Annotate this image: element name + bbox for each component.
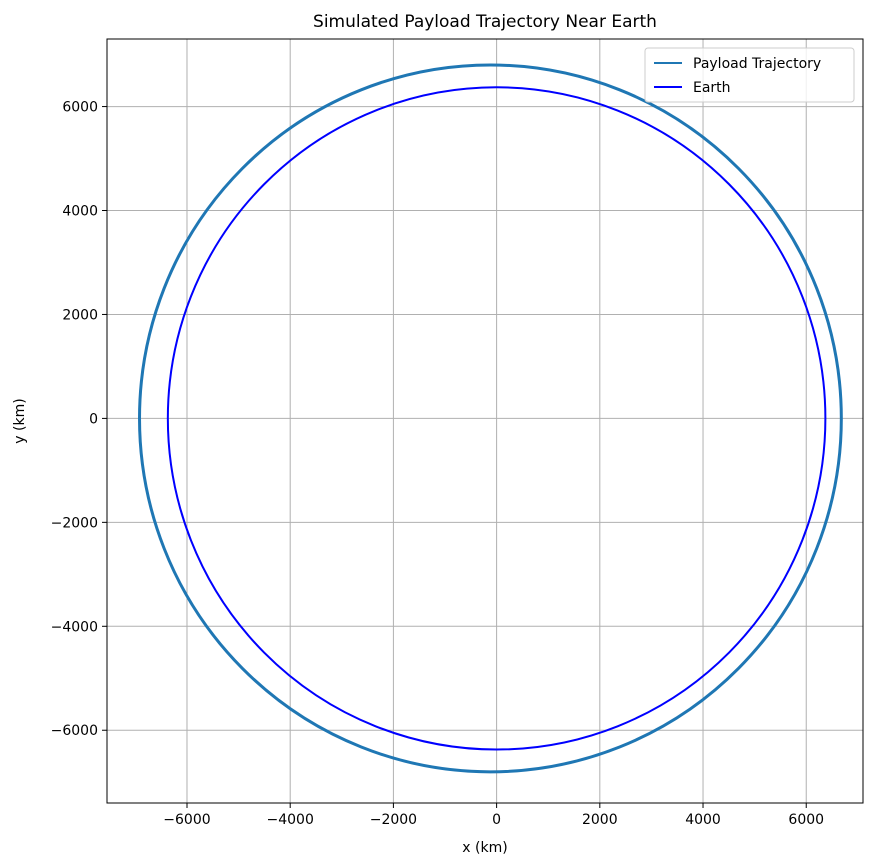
series-earth (166, 86, 827, 751)
y-tick-label: 6000 (62, 100, 98, 116)
legend-box (644, 47, 855, 103)
chart-title: Simulated Payload Trajectory Near Earth (313, 12, 657, 32)
x-tick-label: −6000 (163, 812, 210, 828)
x-tick-label: 4000 (685, 812, 721, 828)
legend-label-payload-trajectory: Payload Trajectory (693, 56, 821, 72)
plot-series (138, 63, 843, 774)
y-tick-label: −6000 (51, 723, 98, 739)
plot-frame (106, 38, 864, 804)
y-tick-label: −2000 (51, 515, 98, 531)
legend: Payload Trajectory Earth (644, 47, 855, 103)
series-payload-trajectory (138, 63, 843, 774)
axis-ticks: −6000 −4000 −2000 0 2000 4000 6000 −6000 −4000 −2… (51, 100, 824, 828)
y-tick-label: 4000 (62, 204, 98, 220)
x-axis-label: x (km) (462, 840, 507, 856)
y-tick-label: −4000 (51, 619, 98, 635)
x-tick-label: −4000 (267, 812, 314, 828)
x-tick-label: 6000 (788, 812, 824, 828)
x-tick-label: 0 (492, 812, 501, 828)
y-tick-label: 0 (89, 411, 98, 427)
y-tick-label: 2000 (62, 307, 98, 323)
x-tick-label: −2000 (370, 812, 417, 828)
legend-label-earth: Earth (693, 80, 731, 96)
grid (107, 39, 863, 803)
x-tick-label: 2000 (582, 812, 618, 828)
y-axis-label: y (km) (12, 398, 28, 443)
